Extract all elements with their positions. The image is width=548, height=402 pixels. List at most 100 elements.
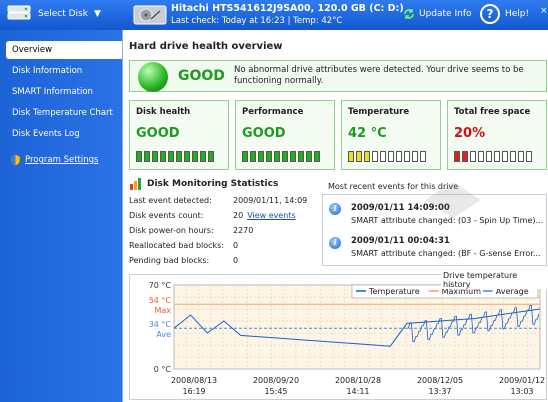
program-settings-link[interactable]: Program Settings	[10, 154, 98, 166]
level-segment	[478, 151, 484, 162]
x-tick-label: 2008/10/28	[335, 376, 381, 385]
health-status-banner: GOOD No abnormal drive attributes were d…	[129, 60, 547, 92]
stats-title: Disk Monitoring Statistics	[129, 178, 278, 190]
hard-drive-icon	[133, 5, 167, 25]
level-segment	[412, 151, 418, 162]
card-value: GOOD	[242, 126, 286, 141]
x-tick-label: 14:11	[346, 387, 369, 396]
overview-panel: Hard drive health overview GOOD No abnor…	[122, 30, 548, 402]
card-label: Performance	[242, 107, 304, 117]
card-value: 42 °C	[348, 126, 387, 141]
level-segment	[184, 151, 190, 162]
card-label: Disk health	[136, 107, 191, 117]
level-segment	[518, 151, 524, 162]
events-title: Most recent events for this drive	[328, 182, 459, 191]
level-segment	[208, 151, 214, 162]
sidebar-item-temperature-chart[interactable]: Disk Temperature Chart	[12, 108, 113, 118]
level-bar	[136, 151, 214, 162]
event-description: SMART attribute changed: (BF - G-sense E…	[351, 249, 541, 258]
level-segment	[420, 151, 426, 162]
temperature-chart-box: 70 °C 54 °C Max 34 °C Ave 0 °C 2008/08/13 16:19…	[129, 274, 547, 400]
select-disk-label: Select Disk	[38, 9, 88, 19]
level-segment	[192, 151, 198, 162]
watermark-logo	[425, 182, 481, 218]
x-tick-label: 15:45	[264, 387, 287, 396]
legend-entry: Average	[496, 287, 529, 296]
level-segment	[462, 151, 468, 162]
level-segment	[160, 151, 166, 162]
card-label: Total free space	[454, 107, 531, 117]
level-segment	[306, 151, 312, 162]
level-segment	[144, 151, 150, 162]
stat-label: Last event detected:	[129, 196, 212, 205]
program-settings-label: Program Settings	[25, 155, 99, 165]
x-tick-label: 2008/09/20	[253, 376, 299, 385]
level-segment	[380, 151, 386, 162]
y-tick-label: Ave	[156, 330, 171, 339]
shield-icon	[10, 154, 21, 166]
temperature-card: Temperature 42 °C	[341, 100, 441, 170]
help-button[interactable]: ? Help!	[480, 4, 529, 24]
stat-pending-blocks: Pending bad blocks: 0	[129, 256, 319, 265]
free-space-card: Total free space 20%	[447, 100, 547, 170]
stat-value: 0	[233, 241, 239, 250]
level-segment	[258, 151, 264, 162]
level-segment	[298, 151, 304, 162]
stat-last-event: Last event detected: 2009/01/11, 14:09	[129, 196, 319, 205]
level-segment	[364, 151, 370, 162]
disk-title: Hitachi HTS541612J9SA00, 120.0 GB (C: D:…	[171, 3, 404, 14]
sidebar-item-events-log[interactable]: Disk Events Log	[12, 129, 80, 139]
temperature-readings	[406, 304, 540, 343]
level-segment	[348, 151, 354, 162]
card-label: Temperature	[348, 107, 410, 117]
y-tick-label: 0 °C	[154, 365, 172, 374]
y-tick-label: Max	[154, 306, 171, 315]
stat-reallocated-blocks: Reallocated bad blocks: 0	[129, 241, 319, 250]
level-bar	[242, 151, 320, 162]
recent-events-list: i 2009/01/11 14:09:00 SMART attribute ch…	[322, 194, 547, 266]
select-disk-button[interactable]: Select Disk ▼	[6, 4, 101, 24]
view-events-link[interactable]: View events	[247, 211, 296, 220]
level-segment	[486, 151, 492, 162]
level-segment	[176, 151, 182, 162]
bar-chart-icon	[130, 178, 141, 190]
level-segment	[356, 151, 362, 162]
chart-title: Drive temperature history	[441, 271, 548, 289]
help-icon: ?	[480, 4, 500, 24]
sidebar-item-disk-information[interactable]: Disk Information	[12, 66, 83, 76]
stat-label: Disk events count:	[129, 211, 204, 220]
refresh-icon	[404, 9, 414, 19]
level-segment	[266, 151, 272, 162]
update-info-button[interactable]: Update Info	[403, 8, 472, 20]
performance-card: Performance GOOD	[235, 100, 335, 170]
top-bar: Select Disk ▼ Hitachi HTS541612J9SA00, 1…	[0, 0, 548, 30]
stat-value: 2009/01/11, 14:09	[233, 196, 308, 205]
level-segment	[250, 151, 256, 162]
update-info-label: Update Info	[419, 9, 472, 19]
event-time: 2009/01/11 00:04:31	[351, 236, 450, 246]
disk-health-card: Disk health GOOD	[129, 100, 229, 170]
stat-value-wrapper: 20 View events	[233, 211, 296, 220]
level-segment	[242, 151, 248, 162]
sidebar-item-overview[interactable]: Overview	[6, 41, 122, 59]
y-tick-label: 54 °C	[149, 296, 172, 305]
level-segment	[526, 151, 532, 162]
legend-entry: Temperature	[368, 287, 420, 296]
stat-events-count: Disk events count: 20 View events	[129, 211, 319, 220]
sidebar-item-smart-information[interactable]: SMART Information	[12, 87, 93, 97]
level-segment	[372, 151, 378, 162]
help-label: Help!	[505, 9, 530, 19]
x-tick-label: 13:03	[510, 387, 533, 396]
y-tick-label: 70 °C	[149, 281, 172, 290]
stat-value: 2270	[233, 226, 254, 235]
legend-entry: Maximum	[442, 287, 482, 296]
level-bar	[348, 151, 426, 162]
level-segment	[314, 151, 320, 162]
info-icon: i	[329, 237, 341, 249]
level-segment	[168, 151, 174, 162]
y-tick-label: 34 °C	[149, 320, 172, 329]
close-icon[interactable]: ×	[540, 6, 548, 16]
x-tick-label: 2008/08/13	[171, 376, 217, 385]
stat-label: Reallocated bad blocks:	[129, 241, 225, 250]
